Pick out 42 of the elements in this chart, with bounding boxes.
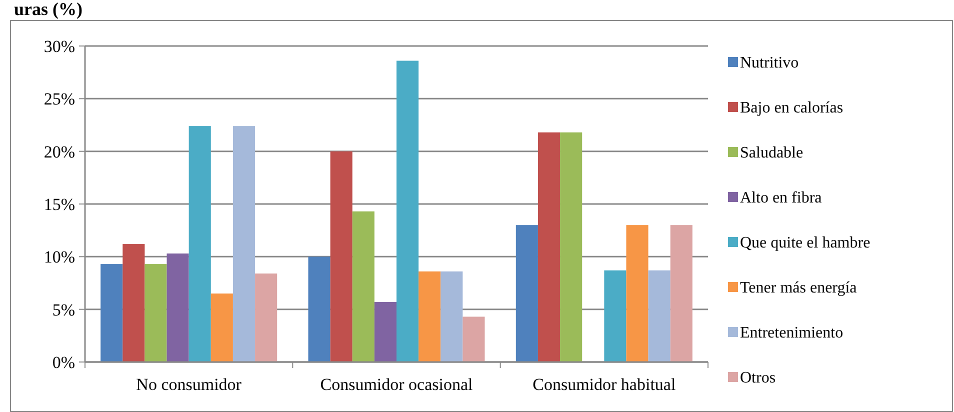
bar (462, 316, 485, 362)
bar (122, 244, 145, 362)
chart-title: uras (%) (14, 0, 82, 19)
bar (308, 256, 330, 362)
bar (144, 264, 167, 362)
bar (330, 151, 352, 362)
bar (166, 254, 189, 362)
bar (188, 126, 211, 362)
legend-label: Nutritivo (740, 54, 799, 72)
legend-label: Que quite el hambre (740, 234, 870, 252)
bar (396, 60, 419, 362)
legend-label: Otros (740, 370, 776, 387)
bar (232, 126, 256, 362)
bar (418, 271, 441, 362)
bar (100, 264, 123, 362)
bar (670, 225, 692, 362)
y-tick-label: 25% (44, 90, 75, 109)
legend-label: Bajo en calorías (740, 100, 844, 117)
y-tick-label: 5% (52, 300, 75, 320)
x-tick-label: Consumidor habitual (532, 375, 676, 394)
bar (440, 271, 463, 362)
y-tick-label: 20% (44, 142, 75, 162)
bar (626, 225, 648, 362)
y-tick-label: 15% (44, 194, 75, 214)
bar (255, 274, 278, 362)
bar (538, 132, 560, 362)
bar (648, 270, 670, 362)
legend-label: Alto en fibra (740, 190, 822, 207)
y-tick-label: 30% (44, 36, 75, 56)
legend-label: Entretenimiento (740, 324, 844, 342)
bar (604, 270, 626, 362)
y-tick-label: 0% (52, 352, 75, 372)
bar (352, 211, 374, 362)
legend-label: Saludable (740, 144, 804, 162)
x-tick-label: Consumidor ocasional (320, 375, 474, 394)
legend-label: Tener más energía (740, 280, 857, 297)
bar (516, 225, 538, 362)
x-tick-label: No consumidor (136, 375, 242, 394)
bar (210, 294, 233, 362)
bar (374, 302, 396, 362)
y-tick-label: 10% (44, 248, 75, 267)
bar (560, 132, 582, 362)
